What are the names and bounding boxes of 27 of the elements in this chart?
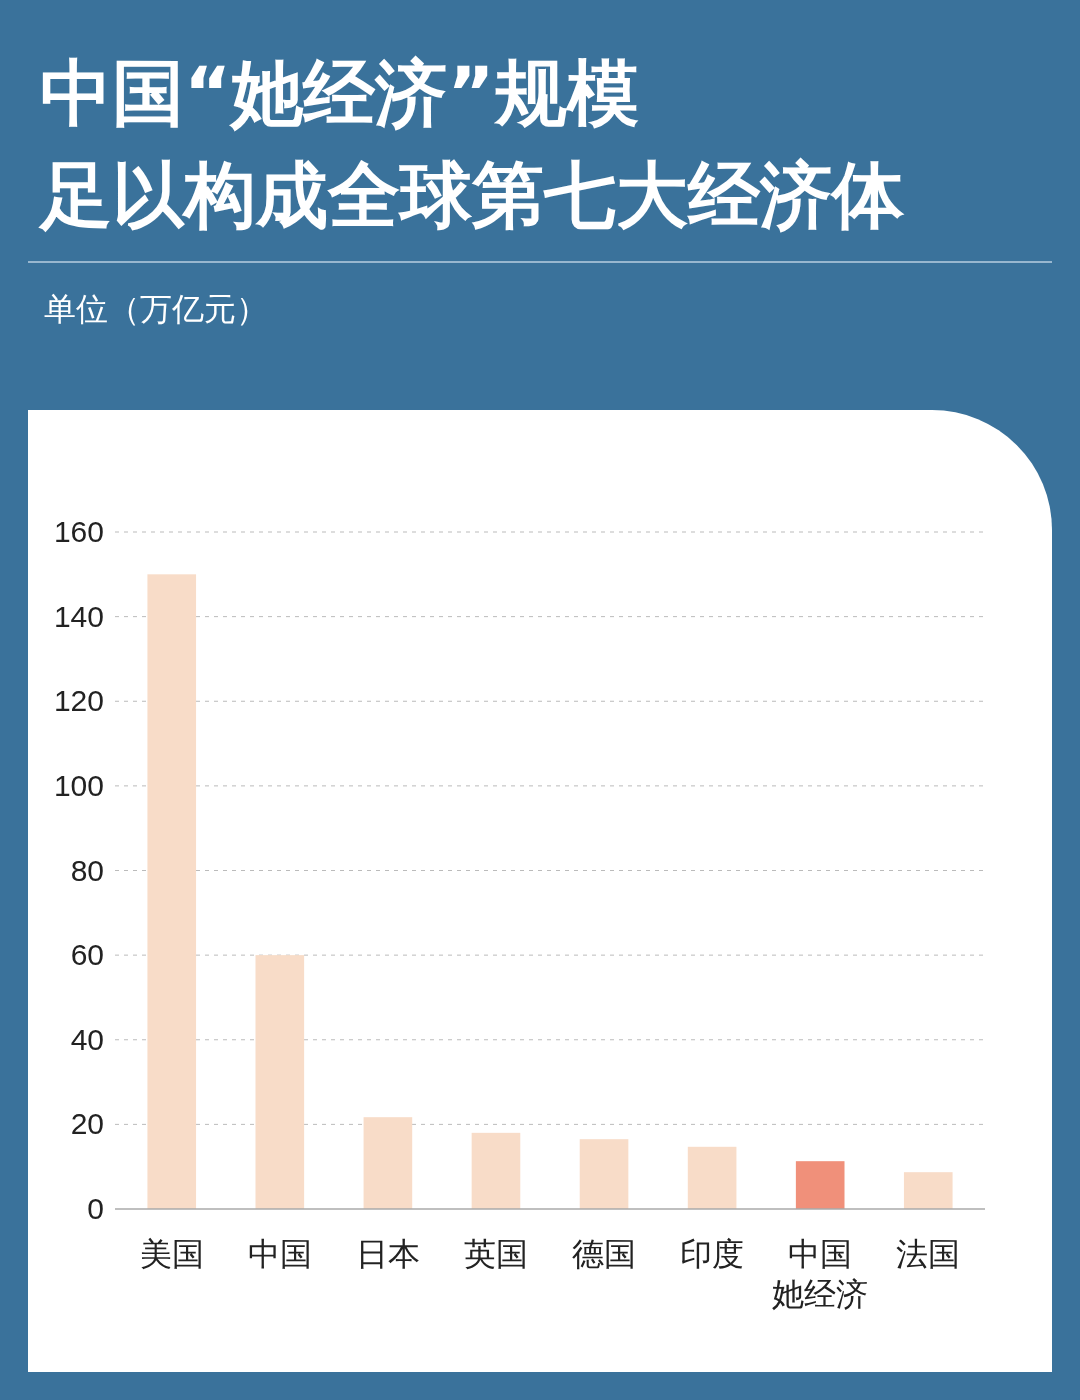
- bar: [147, 574, 197, 1209]
- y-tick-label: 20: [70, 1107, 104, 1141]
- x-tick-label: 德国: [572, 1235, 637, 1273]
- bar: [579, 1139, 629, 1209]
- y-tick-label: 120: [53, 684, 104, 718]
- bar: [687, 1146, 737, 1209]
- x-tick-label: 英国: [463, 1235, 528, 1273]
- y-tick-label: 0: [87, 1192, 104, 1226]
- x-tick-label: 中国: [247, 1235, 312, 1273]
- y-tick-label: 160: [53, 515, 104, 549]
- bar: [471, 1132, 521, 1209]
- y-tick-label: 100: [53, 768, 104, 802]
- x-tick-label: 日本: [355, 1235, 420, 1273]
- x-tick-label: 中国她经济: [772, 1235, 869, 1313]
- y-tick-label: 60: [70, 938, 104, 972]
- y-tick-label: 140: [53, 599, 104, 633]
- bar: [363, 1117, 413, 1209]
- bar: [903, 1172, 953, 1209]
- chart-title: 中国“她经济”规模足以构成全球第七大经济体: [38, 51, 905, 237]
- x-tick-label: 美国: [139, 1235, 204, 1273]
- bar: [795, 1161, 845, 1209]
- chart-subtitle: 单位（万亿元）: [44, 290, 268, 328]
- x-tick-label: 法国: [896, 1235, 961, 1273]
- y-tick-label: 40: [70, 1022, 104, 1056]
- y-tick-label: 80: [70, 853, 104, 887]
- bar: [255, 955, 305, 1209]
- x-tick-label: 印度: [680, 1235, 745, 1273]
